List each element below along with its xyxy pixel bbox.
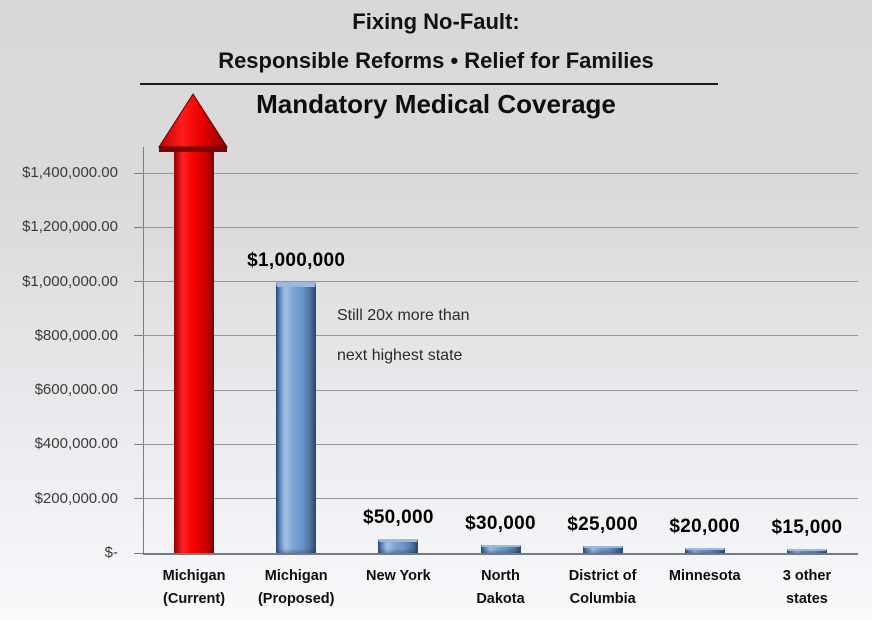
y-axis-tick (134, 226, 143, 228)
y-axis-label: $200,000.00 (34, 489, 118, 507)
y-axis-tick (134, 552, 143, 554)
y-axis-tick (134, 389, 143, 391)
gridline (143, 498, 858, 500)
y-axis-tick (134, 172, 143, 174)
annotation-text: Still 20x more than next highest state (337, 307, 470, 364)
y-axis-tick (134, 498, 143, 500)
data-label: $25,000 (567, 514, 639, 536)
x-axis-label: New York (365, 568, 431, 584)
data-label: $20,000 (669, 515, 741, 537)
y-axis-tick (134, 335, 143, 337)
y-axis-line (143, 147, 144, 553)
y-axis-tick (134, 281, 143, 283)
bar-michigan-current-unlimited-arrow-icon (158, 93, 228, 553)
y-axis-label: $1,000,000.00 (22, 272, 118, 290)
bar (480, 544, 521, 553)
y-axis-label: $1,400,000.00 (22, 164, 118, 181)
y-axis-label: $600,000.00 (34, 381, 118, 399)
bar (684, 547, 725, 553)
data-label: $1,000,000 (247, 249, 346, 271)
gridline (143, 389, 858, 391)
data-label: $30,000 (465, 512, 536, 534)
x-axis-label: North Dakota (476, 568, 525, 607)
y-axis-label: $1,200,000.00 (22, 218, 118, 236)
y-axis-label: $400,000.00 (34, 435, 118, 453)
x-axis-label: Michigan (Current) (162, 568, 226, 607)
x-axis-line (143, 553, 858, 555)
gridline (143, 335, 858, 337)
gridline (143, 172, 858, 174)
y-axis-label: $800,000.00 (34, 326, 118, 344)
bar (276, 281, 317, 553)
data-label: $15,000 (771, 516, 843, 538)
data-label: $50,000 (362, 507, 434, 529)
x-axis-label: Minnesota (668, 568, 741, 584)
x-axis-label: District of Columbia (568, 568, 637, 607)
y-axis-tick (134, 443, 143, 445)
bar (582, 546, 623, 553)
gridline (143, 226, 858, 228)
deck-title-line2: Responsible Reforms • Relief for Familie… (218, 48, 654, 73)
y-axis-label: $- (104, 544, 118, 561)
x-axis-label: 3 other states (782, 568, 832, 607)
gridline (143, 443, 858, 445)
chart-title: Mandatory Medical Coverage (256, 89, 616, 119)
gridline (143, 281, 858, 283)
title-underline (140, 83, 718, 85)
bar (786, 548, 827, 553)
deck-title-line1: Fixing No-Fault: (352, 9, 520, 34)
bar (378, 539, 419, 553)
x-axis-label: Michigan (Proposed) (257, 568, 335, 607)
